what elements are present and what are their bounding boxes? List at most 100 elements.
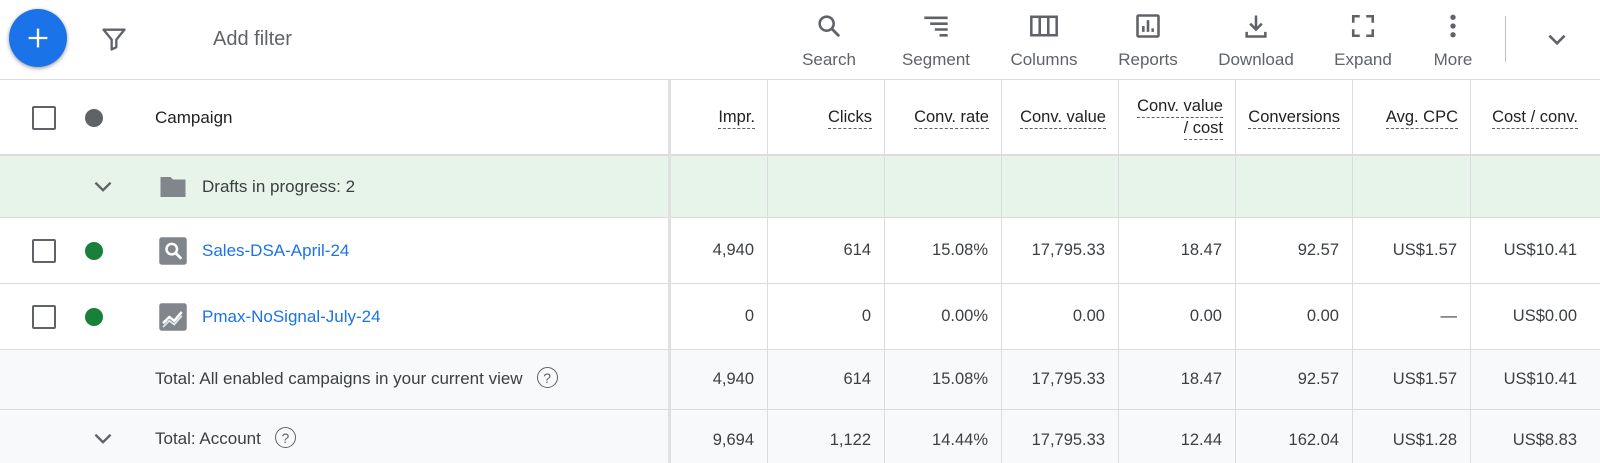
column-header-cost-per-conv[interactable]: Cost / conv. [1470,80,1590,156]
row-checkbox[interactable] [32,239,56,263]
segment-button[interactable]: Segment [896,0,976,80]
cell-impressions: 4,940 [712,370,754,388]
column-header-conversions[interactable]: Conversions [1235,80,1352,156]
download-button[interactable]: Download [1214,0,1298,80]
total-account-row: Total: Account? 9,694 1,122 14.44% 17,795.3… [0,410,1600,463]
search-icon [818,15,840,37]
cell-conv-rate: 0.00% [941,307,988,325]
table-header-row: Campaign Impr. Clicks Conv. rate Conv. valu… [0,80,1600,156]
column-divider [1352,80,1353,463]
column-divider [1001,80,1002,463]
cell-conv-rate: 15.08% [932,241,988,259]
cell-clicks: 614 [843,241,871,259]
cell-conv-value: 0.00 [1072,307,1105,325]
more-label: More [1433,50,1473,69]
expand-icon [1351,14,1375,38]
cell-clicks: 1,122 [829,430,871,449]
cell-conversions: 0.00 [1306,307,1339,325]
column-header-conv-value[interactable]: Conv. value [1001,80,1118,156]
column-divider [1470,80,1471,463]
cell-conv-value: 17,795.33 [1031,370,1105,388]
table-toolbar: Add filter Search Segment Columns Report… [0,0,1600,80]
select-all-checkbox[interactable] [32,106,56,130]
campaign-name-link[interactable]: Sales-DSA-April-24 [202,241,350,260]
performance-max-icon [159,303,187,331]
frozen-column-divider[interactable] [668,80,671,463]
cell-conv-value-per-cost: 18.47 [1180,241,1222,259]
chevron-down-icon [94,433,112,444]
help-icon[interactable]: ? [536,367,558,389]
help-icon[interactable]: ? [274,427,296,449]
cell-impressions: 0 [744,307,754,325]
row-checkbox[interactable] [32,305,56,329]
cell-cost-per-conv: US$0.00 [1512,307,1577,325]
campaign-name-link[interactable]: Pmax-NoSignal-July-24 [202,307,381,326]
segment-icon [924,16,948,37]
column-header-clicks[interactable]: Clicks [767,80,884,156]
column-header-text: Cost / conv. [1492,107,1578,130]
column-header-text: Conv. rate [914,107,989,130]
drafts-label: Drafts in progress: 2 [202,177,356,196]
column-header-text: Impr. [718,107,755,130]
status-enabled-dot[interactable] [85,308,103,326]
account-total-expand-toggle[interactable] [88,424,118,454]
column-divider [1118,80,1119,463]
columns-label: Columns [1010,50,1078,69]
cell-conversions: 92.57 [1297,241,1339,259]
search-campaign-icon [159,237,187,265]
cell-cost-per-conv: US$8.83 [1512,430,1577,449]
columns-button[interactable]: Columns [1004,0,1084,80]
total-account-label: Total: Account? [155,427,296,450]
more-vert-icon [1450,14,1456,38]
chevron-down-icon [94,181,112,192]
column-header-text: Clicks [828,107,872,130]
reports-label: Reports [1118,50,1178,69]
status-enabled-dot[interactable] [85,242,103,260]
segment-label: Segment [901,50,971,69]
search-button[interactable]: Search [799,0,859,80]
cell-avg-cpc: US$1.28 [1392,430,1457,449]
column-header-text: Conv. value [1020,107,1106,130]
cell-conv-rate: 14.44% [932,430,988,449]
cell-avg-cpc: US$1.57 [1392,241,1457,259]
column-divider [884,80,885,463]
cell-conv-value-per-cost: 12.44 [1180,430,1222,449]
cell-avg-cpc: US$1.57 [1392,370,1457,388]
cell-conversions: 92.57 [1297,370,1339,388]
reports-button[interactable]: Reports [1111,0,1185,80]
download-label: Download [1218,50,1294,69]
column-header-impressions[interactable]: Impr. [671,80,767,156]
cell-clicks: 614 [843,370,871,388]
create-button[interactable] [9,9,67,67]
collapse-toolbar-button[interactable] [1540,23,1574,57]
column-header-text: Conversions [1248,107,1340,130]
folder-icon [160,177,186,197]
total-enabled-text: Total: All enabled campaigns in your cur… [155,369,523,388]
drafts-expand-toggle[interactable] [88,172,118,202]
reports-icon [1136,14,1160,38]
cell-conv-value-per-cost: 0.00 [1189,307,1222,325]
drafts-row[interactable]: Drafts in progress: 2 [0,156,1600,218]
cell-cost-per-conv: US$10.41 [1503,241,1577,259]
cell-cost-per-conv: US$10.41 [1503,370,1577,388]
cell-impressions: 4,940 [712,241,754,259]
expand-button[interactable]: Expand [1332,0,1394,80]
status-header-dot[interactable] [85,109,103,127]
column-header-conv-value-per-cost[interactable]: Conv. value / cost [1118,80,1235,156]
cell-conversions: 162.04 [1288,430,1339,449]
more-button[interactable]: More [1430,0,1476,80]
column-header-avg-cpc[interactable]: Avg. CPC [1352,80,1470,156]
column-header-text: Conv. value [1137,96,1223,118]
add-filter-input[interactable]: Add filter [213,28,292,50]
cell-conv-rate: 15.08% [932,370,988,388]
campaign-column-header[interactable]: Campaign [155,108,233,127]
column-header-conv-rate[interactable]: Conv. rate [884,80,1001,156]
chevron-down-icon [1548,34,1566,46]
column-header-text: / cost [1183,118,1223,140]
table-row: Sales-DSA-April-24 4,940 614 15.08% 17,795.… [0,218,1600,284]
cell-conv-value: 17,795.33 [1031,430,1105,449]
total-enabled-label: Total: All enabled campaigns in your cur… [155,367,558,390]
column-divider [1235,80,1236,463]
filter-icon[interactable] [100,25,128,53]
table-row: Pmax-NoSignal-July-24 0 0 0.00% 0.00 0.00 0.0… [0,284,1600,350]
